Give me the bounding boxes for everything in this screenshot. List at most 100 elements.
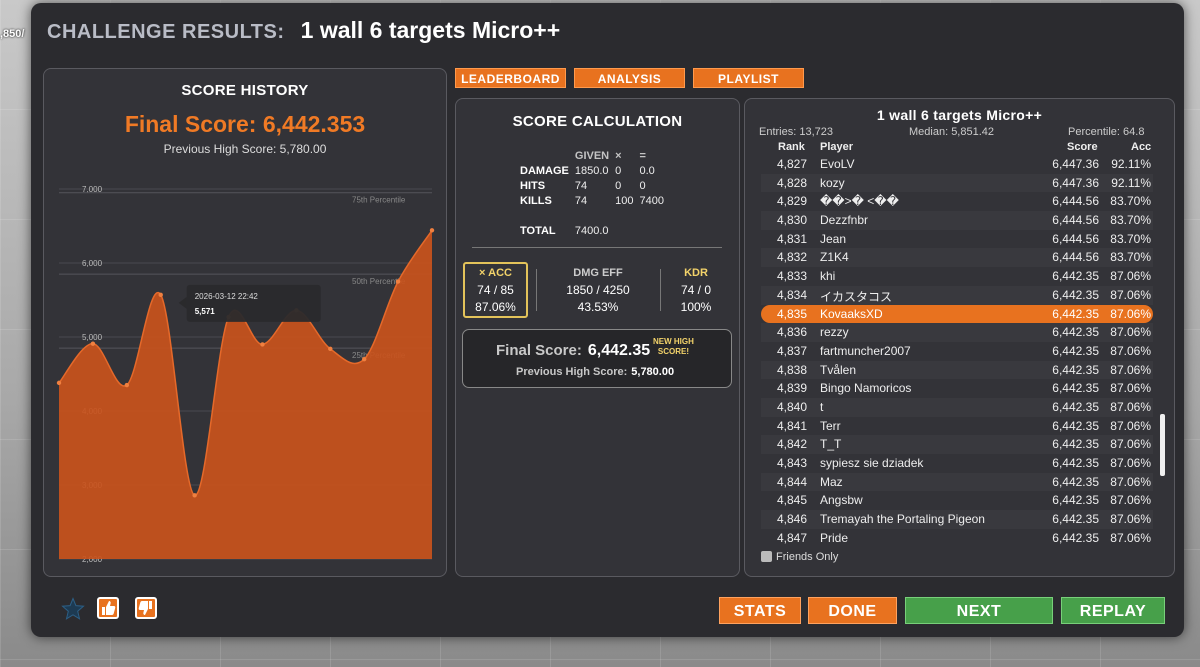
row-player: kozy [820,175,845,190]
row-score: 6,444.56 [1052,194,1099,209]
tab-analysis[interactable]: ANALYSIS [574,68,685,88]
new-high-line-1: NEW HIGH [653,337,694,346]
chart-point[interactable] [429,228,435,233]
leaderboard-row[interactable]: 4,832 Z1K4 6,444.56 83.70% [761,248,1153,267]
row-score: 6,442.35 [1052,512,1099,527]
row-acc: 87.06% [1110,456,1151,470]
stats-button[interactable]: STATS [719,597,801,624]
calc-row-hits: HITS 74 0 0 [520,178,670,193]
leaderboard-row[interactable]: 4,842 T_T 6,442.35 87.06% [761,435,1153,454]
chart-point[interactable] [90,341,96,346]
leaderboard-row[interactable]: 4,838 Tvålen 6,442.35 87.06% [761,361,1153,380]
history-previous-high: Previous High Score: 5,780.00 [163,142,327,156]
calc-value: 0 [615,164,622,177]
leaderboard-row[interactable]: 4,828 kozy 6,447.36 92.11% [761,174,1153,193]
row-score: 6,442.35 [1052,343,1099,358]
row-player: Angsbw [820,493,863,508]
previous-high-line: Previous High Score: 5,780.00 [516,366,674,378]
chart-point[interactable] [260,342,265,347]
row-player: Terr [820,418,841,433]
row-score: 6,442.35 [1052,325,1099,340]
row-score: 6,444.56 [1052,213,1099,228]
row-rank: 4,828 [777,175,808,190]
final-score-label: Final Score: [496,342,582,359]
thumbs-up-icon[interactable] [97,597,119,619]
row-acc: 87.06% [1110,343,1151,358]
thumbs-down-icon[interactable] [135,597,157,619]
chart-point[interactable] [56,380,62,386]
leaderboard-row[interactable]: 4,844 Maz 6,442.35 87.06% [761,473,1153,492]
replay-button[interactable]: REPLAY [1061,597,1165,624]
leaderboard-row[interactable]: 4,839 Bingo Namoricos 6,442.35 87.06% [761,379,1153,398]
window-title: CHALLENGE RESULTS: 1 wall 6 targets Micr… [47,17,560,44]
row-rank: 4,840 [777,399,808,414]
leaderboard-row[interactable]: 4,830 Dezzfnbr 6,444.56 83.70% [761,211,1153,230]
tab-playlist[interactable]: PLAYLIST [693,68,804,88]
leaderboard-row[interactable]: 4,827 EvoLV 6,447.36 92.11% [761,155,1153,174]
calc-header-row: GIVEN × = [520,148,670,163]
tab-leaderboard[interactable]: LEADERBOARD [455,68,566,88]
leaderboard-percentile: Percentile: 64.8 [1068,126,1145,138]
friends-only-checkbox[interactable] [761,551,772,562]
row-player: sypiesz sie dziadek [820,456,924,470]
background-text-fragment: ,850/ [0,28,25,40]
row-player: T_T [820,437,842,452]
stat-dmg-percent: 43.53% [577,300,619,314]
row-player: t [820,399,824,414]
row-player: Maz [820,474,843,489]
row-rank: 4,837 [777,343,808,358]
row-acc: 92.11% [1111,175,1151,190]
row-acc: 83.70% [1110,250,1151,265]
stat-accuracy-percent: 87.06% [475,300,516,314]
chart-point[interactable] [124,382,130,388]
calc-row-total: TOTAL 7400.0 [520,223,670,238]
chart-y-tick: 2,000 [82,555,103,564]
col-header-rank[interactable]: Rank [778,141,805,153]
row-score: 6,447.36 [1052,175,1099,190]
chart-point[interactable] [395,279,401,284]
friends-only-toggle[interactable]: Friends Only [761,551,838,563]
leaderboard-row-current-player[interactable]: 4,835 KovaaksXD 6,442.35 87.06% [761,304,1153,324]
col-header-player[interactable]: Player [820,141,854,153]
leaderboard-row[interactable]: 4,836 rezzy 6,442.35 87.06% [761,323,1153,342]
row-score: 6,442.35 [1052,287,1099,302]
leaderboard-row[interactable]: 4,837 fartmuncher2007 6,442.35 87.06% [761,342,1153,361]
row-score: 6,442.35 [1052,530,1099,545]
friends-only-label: Friends Only [776,551,839,563]
previous-high-label: Previous High Score: [516,366,628,378]
chart-point[interactable] [192,493,197,498]
chart-percentile-label: 50th Percentile [352,277,406,286]
leaderboard-row[interactable]: 4,843 sypiesz sie dziadek 6,442.35 87.06% [761,454,1153,473]
calc-row-kills: KILLS 74 100 7400 [520,193,670,208]
history-final-score: Final Score: 6,442.353 [124,111,366,137]
leaderboard-scrollbar[interactable] [1160,414,1165,476]
leaderboard-rows: 4,827 EvoLV 6,447.36 92.11% 4,828 kozy 6,447.3… [761,155,1153,547]
chart-point[interactable] [158,292,163,298]
leaderboard-row[interactable]: 4,841 Terr 6,442.35 87.06% [761,417,1153,436]
leaderboard-row[interactable]: 4,831 Jean 6,444.56 83.70% [761,230,1153,249]
leaderboard-row[interactable]: 4,846 Tremayah the Portaling Pigeon 6,442.… [761,510,1153,529]
row-rank: 4,834 [777,287,808,302]
leaderboard-row[interactable]: 4,847 Pride 6,442.35 87.06% [761,529,1153,548]
leaderboard-row[interactable]: 4,845 Angsbw 6,442.35 87.06% [761,491,1153,510]
favorite-star-icon[interactable] [61,597,85,621]
leaderboard-row[interactable]: 4,840 t 6,442.35 87.06% [761,398,1153,417]
calc-value: 0.0 [639,164,655,177]
row-rank: 4,833 [777,269,808,284]
stat-dmg-ratio: 1850 / 4250 [566,283,630,297]
next-button[interactable]: NEXT [905,597,1053,624]
chart-point[interactable] [328,346,333,352]
score-history-title: SCORE HISTORY [181,82,309,99]
leaderboard-row[interactable]: 4,829 ��>� <�� 6,444.56 83.70% [761,192,1153,211]
row-rank: 4,838 [777,362,808,377]
chart-point[interactable] [361,357,367,362]
leaderboard-row[interactable]: 4,834 イカスタコス 6,442.35 87.06% [761,286,1153,305]
done-button[interactable]: DONE [808,597,897,624]
col-header-acc[interactable]: Acc [1131,141,1152,153]
leaderboard-median: Median: 5,851.42 [909,126,995,138]
stat-accuracy-label: × ACC [479,267,512,279]
leaderboard-row[interactable]: 4,833 khi 6,442.35 87.06% [761,267,1153,286]
col-header-score[interactable]: Score [1067,141,1098,153]
row-score: 6,442.35 [1052,269,1099,284]
